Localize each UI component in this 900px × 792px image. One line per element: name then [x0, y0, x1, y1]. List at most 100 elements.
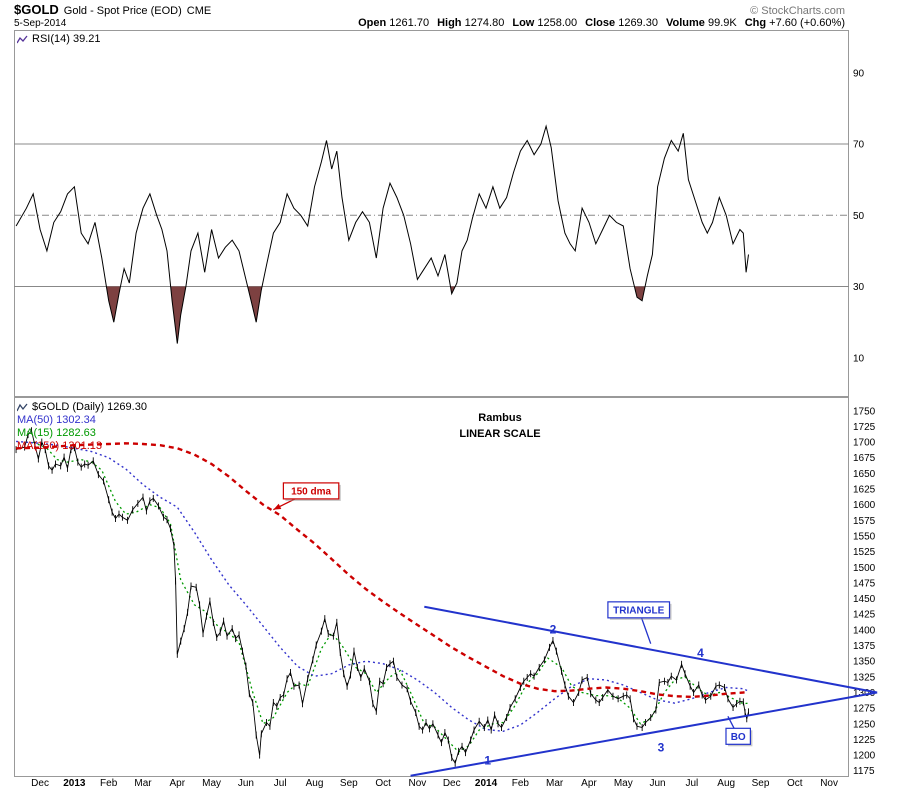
y-axis-label: 1275	[853, 704, 876, 715]
x-axis-label-dec-0: Dec	[31, 778, 49, 789]
y-axis-label: 1475	[853, 578, 876, 589]
rsi-oversold-fill	[106, 286, 121, 323]
rsi-indicator-icon	[17, 35, 28, 43]
price-indicator-icon	[17, 403, 28, 411]
x-axis-label-jul-19: Jul	[685, 778, 699, 789]
callout-bo: BO	[731, 732, 746, 743]
ma15-line	[32, 441, 749, 753]
x-axis-label-oct-10: Oct	[375, 778, 391, 789]
quote-close: Close 1269.30	[585, 17, 658, 29]
price-legend-ma15: MA(15) 1282.63	[17, 427, 96, 439]
x-axis-label-2013-1: 2013	[63, 778, 86, 789]
y-axis-label: 1425	[853, 610, 876, 621]
x-axis-label-oct-22: Oct	[787, 778, 803, 789]
y-axis-label: 70	[853, 140, 865, 151]
quote-volume: Volume 99.9K	[665, 17, 737, 29]
rsi-line	[15, 124, 749, 344]
x-axis-label-may-17: May	[613, 778, 633, 789]
x-axis: Dec 2013 Feb Mar Apr May Jun Jul Aug Sep Oct Nov Dec…	[0, 777, 900, 792]
panel-border	[14, 30, 849, 397]
x-axis-label-jun-6: Jun	[237, 778, 254, 789]
x-axis-label-feb-14: Feb	[511, 778, 529, 789]
rsi-legend: RSI(14) 39.21	[17, 33, 100, 45]
y-axis-label: 1250	[853, 719, 876, 730]
x-axis-label-nov-23: Nov	[820, 778, 838, 789]
price-chart-canvas: 1175 1200 1225 1250 1275 1300 1325 1350 1375 1400…	[14, 397, 878, 777]
triangle-lower-trendline	[410, 691, 878, 777]
y-axis-label: 1450	[853, 594, 876, 605]
rsi-oversold-fill	[247, 286, 263, 323]
x-axis-label-apr-4: Apr	[169, 778, 186, 789]
x-axis-label-may-5: May	[202, 778, 222, 789]
y-axis-label: 1525	[853, 547, 876, 558]
x-axis-label-jun-18: Jun	[649, 778, 666, 789]
x-axis-label-sep-21: Sep	[751, 778, 770, 789]
rsi-panel: 10 30 50 70 90 RSI(14) 39.21	[0, 30, 900, 397]
y-axis-label: 1550	[853, 531, 876, 542]
quote-open: Open 1261.70	[358, 17, 430, 29]
triangle-point-3: 3	[658, 741, 665, 755]
price-legend-ma150: MA(150) 1301.13	[17, 440, 102, 452]
symbol-description: Gold - Spot Price (EOD)	[63, 5, 182, 17]
price-legend-ma50: MA(50) 1302.34	[17, 414, 96, 426]
chart-title: $GOLD Gold - Spot Price (EOD) CME	[14, 3, 211, 18]
y-axis-label: 1750	[853, 406, 876, 417]
y-axis-label: 1175	[853, 766, 875, 777]
symbol: $GOLD	[14, 2, 59, 17]
panel-border	[14, 397, 849, 777]
x-axis-label-apr-16: Apr	[581, 778, 597, 789]
y-axis-label: 10	[853, 353, 865, 364]
quote-chg: Chg +7.60 (+0.60%)	[744, 17, 845, 29]
quote-high: High 1274.80	[437, 17, 505, 29]
price-panel: 1175 1200 1225 1250 1275 1300 1325 1350 1375 1400…	[0, 397, 900, 777]
y-axis-label: 1375	[853, 641, 876, 652]
y-axis-label: 30	[853, 282, 865, 293]
price-legend-main: $GOLD (Daily) 1269.30	[17, 401, 147, 413]
triangle-upper-trendline	[424, 605, 878, 694]
triangle-point-1: 1	[484, 754, 491, 768]
y-axis-label: 1650	[853, 469, 876, 480]
x-axis-label-mar-3: Mar	[134, 778, 152, 789]
callout-triangle: TRIANGLE	[613, 605, 664, 616]
y-axis-label: 1575	[853, 516, 876, 527]
rsi-oversold-fill	[170, 286, 186, 344]
copyright: © StockCharts.com	[750, 5, 845, 17]
price-legend-main-label: $GOLD (Daily) 1269.30	[32, 401, 147, 413]
y-axis-label: 90	[853, 68, 865, 79]
ma50-line	[16, 440, 749, 733]
callout-150-dma: 150 dma	[291, 486, 331, 497]
rsi-legend-label: RSI(14) 39.21	[32, 33, 101, 45]
x-axis-label-dec-12: Dec	[442, 778, 461, 789]
watermark-scale: LINEAR SCALE	[459, 428, 541, 440]
y-axis-label: 1200	[853, 751, 876, 762]
y-axis-label: 1500	[853, 563, 876, 574]
exchange: CME	[186, 5, 212, 17]
x-axis-label-feb-2: Feb	[100, 778, 118, 789]
triangle-point-4: 4	[697, 646, 704, 660]
y-axis-label: 1725	[853, 422, 876, 433]
x-axis-label-nov-11: Nov	[408, 778, 427, 789]
arrowhead	[273, 503, 282, 510]
x-axis-label-sep-9: Sep	[339, 778, 358, 789]
y-axis-label: 1225	[853, 735, 876, 746]
watermark: Rambus LINEAR SCALE	[459, 410, 540, 442]
x-axis-label-aug-20: Aug	[717, 778, 736, 789]
y-axis-label: 1600	[853, 500, 876, 511]
y-axis-label: 1325	[853, 672, 876, 683]
y-axis-label: 1625	[853, 485, 876, 496]
chart-header: $GOLD Gold - Spot Price (EOD) CME © StockC…	[0, 0, 900, 30]
rsi-chart-canvas: 10 30 50 70 90	[14, 30, 865, 397]
x-axis-label-aug-8: Aug	[305, 778, 324, 789]
quote-row: Open 1261.70 High 1274.80 Low 1258.00 Close…	[358, 17, 845, 30]
quote-low: Low 1258.00	[512, 17, 578, 29]
y-axis-label: 1350	[853, 657, 876, 668]
y-axis-label: 1400	[853, 625, 876, 636]
y-axis-label: 1675	[853, 453, 876, 464]
watermark-author: Rambus	[478, 412, 522, 424]
ma150-line	[16, 442, 749, 699]
x-axis-label-jul-7: Jul	[273, 778, 287, 789]
x-axis-label-mar-15: Mar	[546, 778, 564, 789]
y-axis-label: 50	[853, 211, 865, 222]
triangle-point-2: 2	[550, 622, 557, 636]
